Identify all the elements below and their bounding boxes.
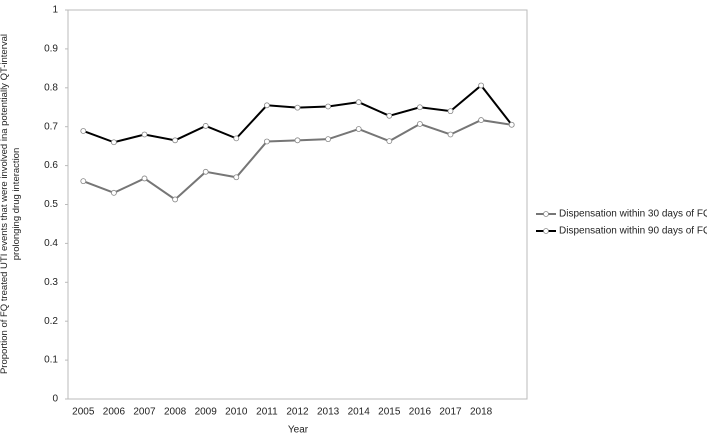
point <box>478 82 485 89</box>
point <box>141 131 148 138</box>
point <box>172 137 179 144</box>
point <box>325 136 332 143</box>
y-tick-label: 0.6 <box>44 160 58 171</box>
point <box>386 138 393 144</box>
point <box>263 102 270 109</box>
point <box>263 138 270 145</box>
point <box>233 174 240 181</box>
point <box>478 117 485 123</box>
x-tick-label: 2008 <box>164 407 187 418</box>
y-tick-label: 0.4 <box>44 238 58 249</box>
point <box>447 108 454 115</box>
x-tick-label: 2011 <box>256 407 278 418</box>
point <box>80 128 87 134</box>
point <box>202 123 209 129</box>
y-tick-label: 0.2 <box>44 316 58 327</box>
point <box>416 104 423 111</box>
point <box>294 104 301 111</box>
y-tick-label: 0 <box>52 394 58 405</box>
x-tick-label: 2006 <box>103 407 126 418</box>
point <box>386 112 393 119</box>
legend-label: Dispensation within 30 days of FQ <box>559 209 707 220</box>
series-line <box>82 119 512 201</box>
point <box>325 103 332 110</box>
point <box>141 175 148 182</box>
legend-marker <box>543 211 549 217</box>
y-tick-label: 0.5 <box>44 199 58 210</box>
point <box>508 121 515 128</box>
x-tick-label: 2007 <box>133 407 156 418</box>
x-tick-label: 2013 <box>317 407 340 418</box>
x-tick-label: 2016 <box>409 407 432 418</box>
point <box>202 168 209 175</box>
x-tick-label: 2017 <box>439 407 462 418</box>
x-tick-label: 2012 <box>286 407 309 418</box>
point <box>355 126 362 132</box>
x-tick-label: 2018 <box>470 407 493 418</box>
x-tick-label: 2015 <box>378 407 401 418</box>
point <box>355 99 362 106</box>
y-axis-title: Proportion of FQ treated UTI events that… <box>0 34 22 374</box>
point <box>416 121 423 127</box>
point <box>233 135 240 142</box>
y-tick-label: 0.8 <box>44 82 58 93</box>
y-tick-label: 0.1 <box>44 355 58 366</box>
y-tick-label: 1 <box>52 5 58 16</box>
y-tick-label: 0.9 <box>44 44 58 55</box>
x-axis-title: Year <box>288 425 309 436</box>
y-tick-label: 0.7 <box>44 121 58 132</box>
point <box>111 189 117 196</box>
legend-marker <box>543 228 549 234</box>
x-tick-label: 2005 <box>72 407 95 418</box>
y-tick-label: 0.3 <box>44 277 58 288</box>
x-tick-label: 2014 <box>348 407 371 418</box>
plot-frame <box>67 9 528 400</box>
x-tick-label: 2009 <box>195 407 218 418</box>
point <box>111 139 117 146</box>
point <box>172 196 179 203</box>
point <box>294 137 301 144</box>
x-tick-label: 2010 <box>225 407 248 418</box>
legend-label: Dispensation within 90 days of FQ <box>559 226 707 237</box>
point <box>80 178 87 185</box>
point <box>447 131 454 138</box>
